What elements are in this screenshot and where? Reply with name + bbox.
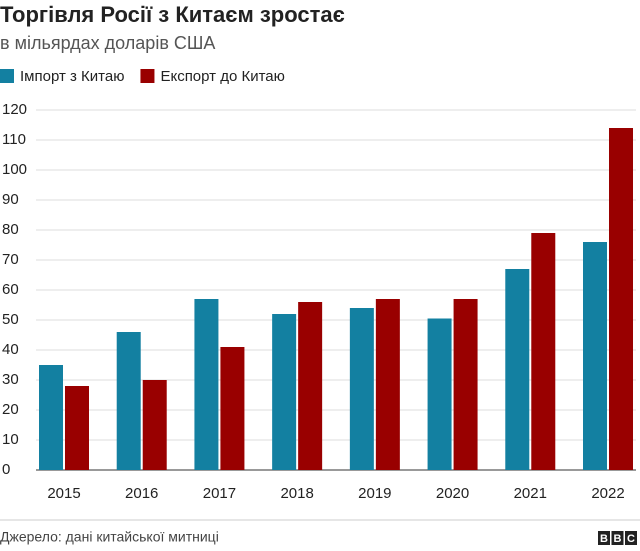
logo-block [611,531,624,545]
y-tick-label: 30 [2,371,19,388]
bar [116,332,141,470]
y-tick-label: 100 [2,161,27,178]
y-tick-label: 20 [2,401,19,418]
legend-swatch [140,69,155,83]
y-tick-label: 10 [2,431,19,448]
x-tick-label: 2019 [358,485,391,502]
y-tick-label: 80 [2,221,19,238]
x-tick-label: 2020 [436,485,469,502]
bar [427,318,452,470]
legend-label: Імпорт з Китаю [20,68,124,85]
bar [375,299,400,470]
bar [349,308,374,470]
chart-title: Торгівля Росії з Китаєм зростає [0,2,345,27]
logo-letter: C [627,533,635,545]
y-tick-label: 40 [2,341,19,358]
legend-label: Експорт до Китаю [160,68,284,85]
x-tick-label: 2018 [280,485,313,502]
bar [609,128,633,470]
bar [453,299,478,470]
x-tick-label: 2021 [514,485,547,502]
y-tick-label: 110 [2,131,26,148]
bar [194,299,219,470]
chart-subtitle: в мільярдах доларів США [0,33,215,53]
x-tick-label: 2022 [591,485,624,502]
x-tick-label: 2015 [47,485,80,502]
logo-letter: B [614,533,622,545]
source: Джерело: дані китайської митниці [0,529,219,545]
bar [142,380,167,470]
bar [505,269,530,470]
bar [39,365,63,470]
y-tick-label: 50 [2,311,19,328]
logo-block [625,531,637,545]
logo-letter: B [600,533,608,545]
y-tick-label: 70 [2,251,19,268]
y-tick-label: 90 [2,191,19,208]
bar [65,386,89,470]
bar [298,302,323,470]
legend-swatch [0,69,14,83]
bar [220,347,245,470]
bar [272,314,297,470]
y-tick-label: 120 [2,101,27,118]
y-tick-label: 60 [2,281,19,298]
bar [531,233,556,470]
logo-block [598,531,610,545]
y-tick-label: 0 [2,461,10,478]
x-tick-label: 2016 [125,485,158,502]
bar [583,242,607,470]
x-tick-label: 2017 [203,485,236,502]
